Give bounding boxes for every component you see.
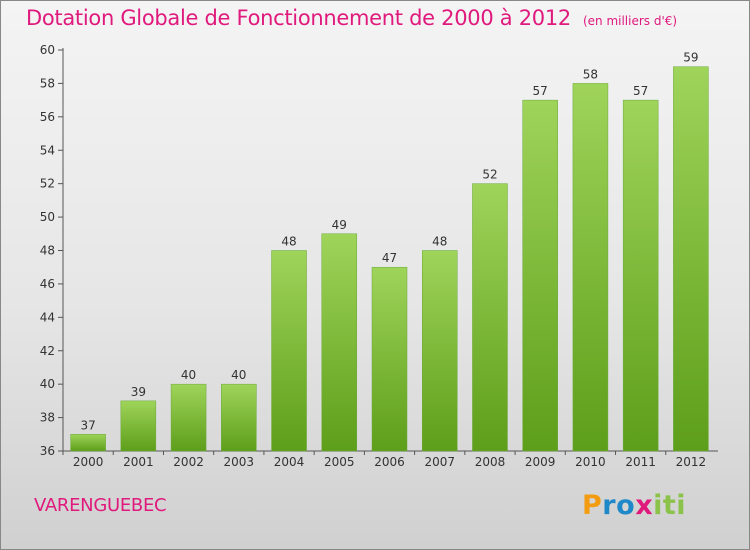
bar-2011	[622, 99, 659, 452]
commune-name: VARENGUEBEC	[34, 495, 167, 516]
x-tick-label: 2008	[475, 455, 506, 469]
y-tick-label: 36	[40, 444, 55, 458]
value-label-2002: 40	[181, 368, 196, 382]
value-label-2000: 37	[80, 418, 95, 432]
y-tick-label: 58	[40, 76, 55, 90]
logo-letter: r	[602, 490, 617, 521]
x-tick-label: 2012	[676, 455, 707, 469]
x-tick-label: 2000	[73, 455, 104, 469]
value-label-2010: 58	[583, 67, 598, 81]
logo-letter: x	[635, 490, 654, 521]
logo-letter: P	[582, 490, 603, 521]
x-tick-label: 2011	[625, 455, 656, 469]
value-label-2008: 52	[482, 168, 497, 182]
y-tick-label: 56	[40, 110, 55, 124]
x-tick-label: 2003	[224, 455, 255, 469]
x-tick-label: 2004	[274, 455, 305, 469]
y-tick-label: 54	[40, 143, 55, 157]
bar-2001	[120, 400, 157, 452]
bar-2000	[70, 434, 106, 452]
chart-header: Dotation Globale de Fonctionnement de 20…	[26, 6, 677, 30]
value-label-2001: 39	[131, 385, 146, 399]
bar-2004	[271, 250, 307, 452]
x-tick-label: 2005	[324, 455, 355, 469]
y-tick-label: 60	[40, 43, 55, 57]
bar-2012	[673, 66, 709, 452]
value-label-2005: 49	[332, 218, 347, 232]
value-label-2007: 48	[432, 235, 447, 249]
y-tick-label: 46	[40, 277, 55, 291]
chart-subtitle: (en milliers d'€)	[582, 14, 678, 28]
logo-letter: ti	[662, 490, 687, 521]
x-tick-label: 2009	[525, 455, 556, 469]
bar-2008	[472, 183, 508, 452]
x-tick-label: 2006	[374, 455, 405, 469]
y-tick-label: 52	[40, 177, 55, 191]
y-tick-label: 50	[40, 210, 55, 224]
value-label-2006: 47	[382, 251, 397, 265]
bar-2010	[572, 83, 609, 452]
y-tick-label: 48	[40, 244, 55, 258]
x-tick-label: 2010	[575, 455, 606, 469]
x-tick-label: 2001	[123, 455, 154, 469]
bar-2007	[421, 250, 458, 452]
bar-2006	[371, 266, 408, 452]
value-label-2003: 40	[231, 368, 246, 382]
chart-title: Dotation Globale de Fonctionnement de 20…	[26, 6, 571, 30]
chart-value-labels: 37 39 40 40 48 49 47 48 52 57 58 57 59	[80, 51, 698, 433]
y-tick-label: 38	[40, 411, 55, 425]
bar-2009	[522, 99, 558, 452]
y-tick-label: 44	[40, 310, 55, 324]
chart-bars	[70, 66, 709, 452]
value-label-2009: 57	[533, 84, 548, 98]
value-label-2011: 57	[633, 84, 648, 98]
x-tick-label: 2007	[424, 455, 455, 469]
bar-2005	[321, 233, 358, 452]
value-label-2004: 48	[281, 235, 296, 249]
logo-letter: o	[616, 490, 636, 521]
x-tick-label: 2002	[173, 455, 204, 469]
y-tick-label: 40	[40, 377, 55, 391]
bar-2002	[170, 383, 207, 452]
logo-letter: i	[653, 490, 663, 521]
proxiti-logo: Proxiti	[582, 490, 686, 521]
y-tick-label: 42	[40, 344, 55, 358]
bar-2003	[221, 383, 257, 452]
value-label-2012: 59	[683, 51, 698, 65]
